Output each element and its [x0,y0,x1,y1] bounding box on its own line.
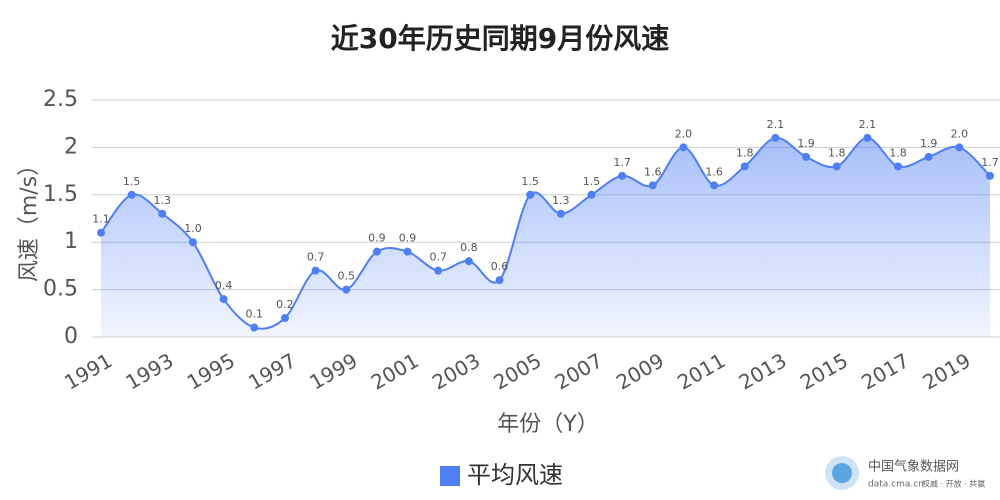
data-point [771,133,780,142]
y-tick-label: 0 [64,324,78,349]
data-label: 1.7 [981,156,999,169]
x-tick-label: 2011 [673,348,729,394]
x-tick-label: 1999 [305,348,361,394]
data-point [740,162,749,171]
data-point [219,295,228,304]
data-label: 1.1 [92,213,110,226]
source-slogan: 权威 · 开放 · 共赢 [922,479,985,489]
data-label: 0.9 [399,232,417,245]
data-point [127,190,136,199]
source-logo [832,463,852,483]
data-point [372,247,381,256]
data-point [495,276,504,285]
data-point [832,162,841,171]
data-label: 0.7 [307,251,325,264]
x-tick-label: 1993 [121,348,177,394]
x-tick-label: 2009 [612,348,668,394]
x-tick-label: 2005 [489,348,545,394]
data-label: 1.3 [552,194,570,207]
data-point [648,181,657,190]
data-point [188,238,197,247]
y-axis-label: 风速（m/s） [17,154,42,282]
data-point [618,171,627,180]
source-url: data.cma.cn [868,480,924,490]
data-label: 1.6 [644,165,662,178]
y-tick-label: 2.5 [43,87,78,112]
x-tick-label: 2001 [367,348,423,394]
data-point [403,247,412,256]
data-label: 1.5 [583,175,601,188]
data-point [434,266,443,275]
x-tick-label: 1991 [60,348,116,394]
y-tick-label: 2 [64,134,78,159]
y-tick-label: 1.5 [43,182,78,207]
data-point [556,209,565,218]
data-point [311,266,320,275]
x-tick-label: 2015 [796,348,852,394]
data-label: 1.8 [828,146,846,159]
area [101,137,990,337]
data-label: 0.9 [368,232,386,245]
data-label: 1.9 [797,137,815,150]
data-point [250,323,259,332]
x-tick-label: 1995 [183,348,239,394]
x-tick-label: 2013 [735,348,791,394]
data-point [802,152,811,161]
x-tick-label: 2007 [551,348,607,394]
data-label: 2.0 [675,127,693,140]
data-point [710,181,719,190]
data-label: 1.0 [184,222,202,235]
data-label: 1.7 [613,156,631,169]
data-label: 1.5 [123,175,141,188]
data-label: 0.5 [337,270,355,283]
data-point [464,257,473,266]
data-label: 0.8 [460,241,478,254]
x-tick-label: 2003 [428,348,484,394]
data-label: 2.1 [767,118,785,131]
legend-swatch [440,466,460,486]
data-point [863,133,872,142]
data-point [679,143,688,152]
data-label: 0.7 [429,251,447,264]
data-label: 1.8 [736,146,754,159]
data-point [894,162,903,171]
data-label: 0.4 [215,279,233,292]
data-point [587,190,596,199]
data-label: 2.1 [859,118,877,131]
data-point [342,285,351,294]
data-point [97,228,105,237]
data-label: 2.0 [951,127,969,140]
legend-label: 平均风速 [467,461,563,489]
data-point [280,314,289,323]
plot-area: 0 0.5 1 1.5 2 2.5 1991 1993 1995 1997 1999 2001 2003… [43,87,1000,395]
data-label: 0.1 [246,308,264,321]
data-point [526,190,535,199]
data-point [986,171,994,180]
data-point [955,143,964,152]
y-tick-label: 1 [64,229,78,254]
x-axis-label: 年份（Y） [497,412,598,437]
data-label: 1.5 [521,175,539,188]
data-point [924,152,933,161]
data-label: 0.6 [491,260,509,273]
data-label: 1.9 [920,137,938,150]
source-name: 中国气象数据网 [868,459,959,475]
data-label: 0.2 [276,298,294,311]
x-tick-label: 1997 [244,348,300,394]
data-point [158,209,167,218]
data-label: 1.3 [154,194,172,207]
x-tick-label: 2019 [919,348,975,394]
data-label: 1.8 [889,146,907,159]
y-tick-label: 0.5 [43,277,78,302]
data-label: 1.6 [705,165,723,178]
x-tick-label: 2017 [857,348,913,394]
chart-title: 近30年历史同期9月份风速 [331,22,669,55]
